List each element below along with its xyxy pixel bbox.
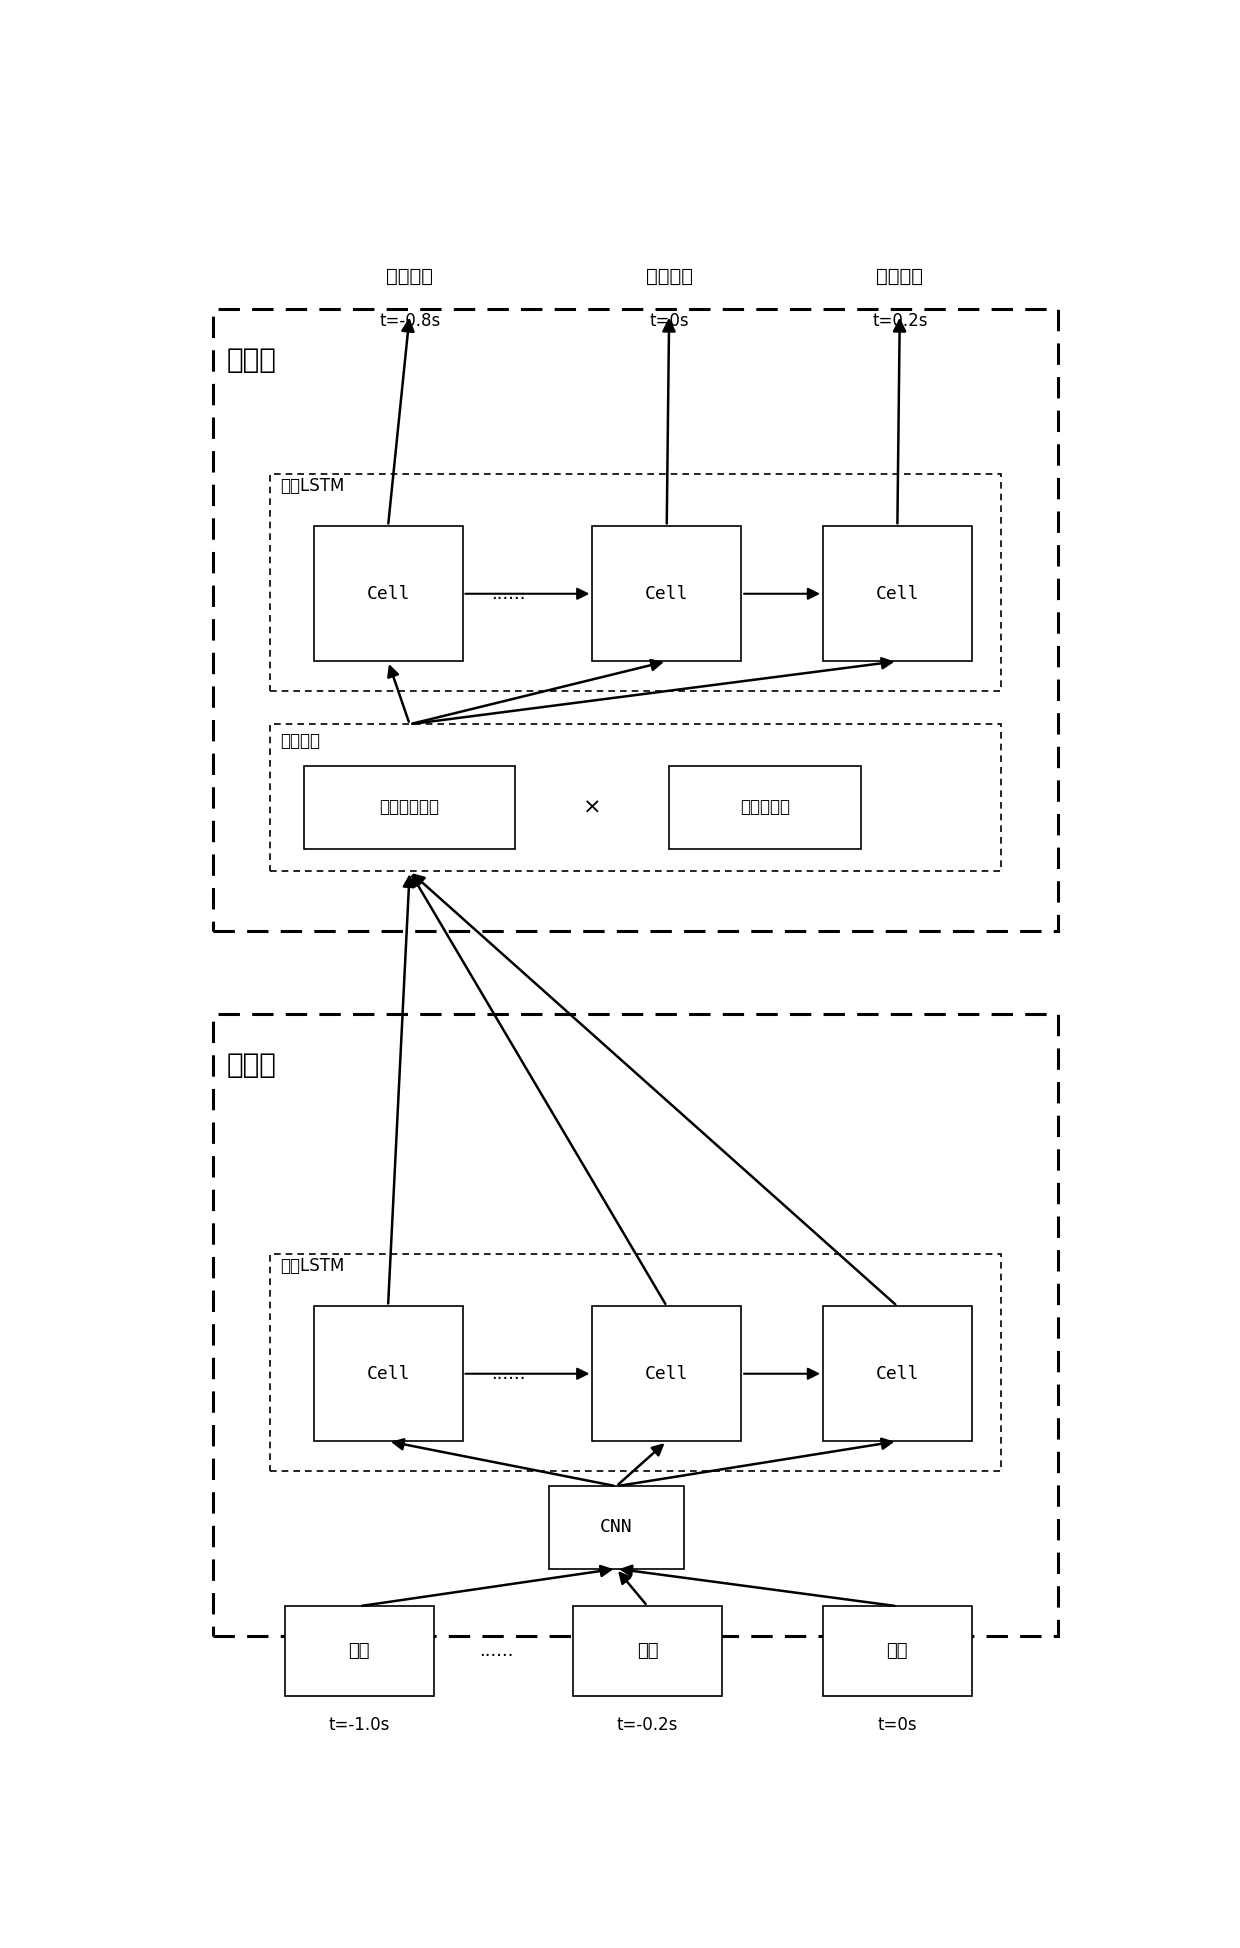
Text: Cell: Cell bbox=[645, 1366, 688, 1383]
Text: 解码端: 解码端 bbox=[227, 347, 277, 374]
Bar bbox=[823, 526, 972, 660]
Text: 注意力矩阵: 注意力矩阵 bbox=[740, 799, 790, 816]
Bar bbox=[270, 725, 1001, 871]
Text: t=0.2s: t=0.2s bbox=[872, 312, 928, 329]
Text: 第二LSTM: 第二LSTM bbox=[280, 477, 345, 495]
Text: t=0s: t=0s bbox=[878, 1716, 918, 1734]
Text: t=0s: t=0s bbox=[650, 312, 689, 329]
Text: 图像: 图像 bbox=[637, 1642, 658, 1660]
Text: Cell: Cell bbox=[645, 584, 688, 602]
Bar bbox=[304, 766, 516, 849]
Text: Cell: Cell bbox=[875, 584, 919, 602]
Text: t=-0.2s: t=-0.2s bbox=[616, 1716, 678, 1734]
Text: 注意力层: 注意力层 bbox=[280, 732, 320, 750]
Bar bbox=[314, 526, 463, 660]
Bar bbox=[823, 1607, 972, 1697]
Bar bbox=[285, 1607, 434, 1697]
Text: ×: × bbox=[583, 797, 601, 818]
Text: Cell: Cell bbox=[366, 584, 409, 602]
Text: 路况特征矩阵: 路况特征矩阵 bbox=[379, 799, 440, 816]
Text: 第一LSTM: 第一LSTM bbox=[280, 1256, 345, 1274]
Bar bbox=[270, 473, 1001, 692]
Bar bbox=[314, 1307, 463, 1442]
Text: 运动策略: 运动策略 bbox=[386, 267, 433, 286]
Text: 图像: 图像 bbox=[887, 1642, 908, 1660]
Text: CNN: CNN bbox=[600, 1519, 632, 1537]
Text: 运动策略: 运动策略 bbox=[646, 267, 693, 286]
Text: 图像: 图像 bbox=[348, 1642, 370, 1660]
Text: 运动策略: 运动策略 bbox=[877, 267, 924, 286]
Text: ......: ...... bbox=[479, 1642, 513, 1660]
Bar bbox=[670, 766, 862, 849]
Bar bbox=[823, 1307, 972, 1442]
Bar bbox=[549, 1486, 683, 1568]
Bar bbox=[593, 526, 742, 660]
Bar bbox=[213, 310, 1058, 931]
Text: t=-0.8s: t=-0.8s bbox=[379, 312, 440, 329]
Text: t=-1.0s: t=-1.0s bbox=[329, 1716, 389, 1734]
Bar bbox=[593, 1307, 742, 1442]
Text: Cell: Cell bbox=[366, 1366, 409, 1383]
Text: 编码端: 编码端 bbox=[227, 1052, 277, 1079]
Text: ......: ...... bbox=[491, 584, 526, 602]
Bar bbox=[270, 1255, 1001, 1471]
Bar bbox=[213, 1013, 1058, 1636]
Text: Cell: Cell bbox=[875, 1366, 919, 1383]
Bar bbox=[573, 1607, 722, 1697]
Text: ......: ...... bbox=[491, 1366, 526, 1383]
